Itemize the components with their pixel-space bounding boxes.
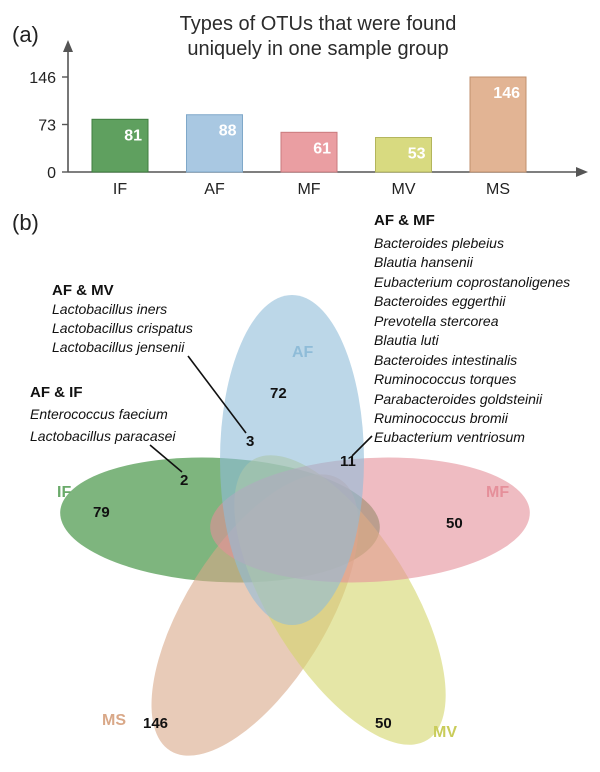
bar-value-labels: 81 88 61 53 146 xyxy=(124,85,520,163)
venn-label-mf: MF xyxy=(486,484,509,501)
category-label: MF xyxy=(297,181,320,198)
category-label: IF xyxy=(113,181,127,198)
category-labels: IF AF MF MV MS xyxy=(113,181,510,198)
venn-label-ms: MS xyxy=(102,712,126,729)
annotation-af-mf: AF & MF Bacteroides plebeius Blautia han… xyxy=(374,212,570,445)
annotation-af-mf-item: Bacteroides intestinalis xyxy=(374,352,517,368)
bar-mf xyxy=(280,131,338,173)
leader-line-af-mf xyxy=(351,435,373,457)
category-label: AF xyxy=(204,181,225,198)
venn-count-af-mv: 3 xyxy=(246,433,254,450)
venn-diagram xyxy=(60,295,530,756)
annotation-af-if-title: AF & IF xyxy=(30,384,83,401)
venn-count-mf: 50 xyxy=(446,515,463,532)
annotation-af-mf-item: Eubacterium ventriosum xyxy=(374,429,525,445)
panel-a-label: (a) xyxy=(12,22,39,47)
leader-line-af-mv xyxy=(187,355,247,434)
annotation-af-mf-item: Prevotella stercorea xyxy=(374,313,499,329)
annotation-af-if: AF & IF Enterococcus faecium Lactobacill… xyxy=(30,384,176,444)
venn-label-mv: MV xyxy=(433,724,457,741)
annotation-af-mf-item: Ruminococcus bromii xyxy=(374,410,509,426)
annotation-af-mf-item: Ruminococcus torques xyxy=(374,371,516,387)
category-label: MS xyxy=(486,181,510,198)
annotation-af-mf-item: Parabacteroides goldsteinii xyxy=(374,391,543,407)
annotation-af-if-item: Enterococcus faecium xyxy=(30,406,168,422)
venn-count-af: 72 xyxy=(270,385,287,402)
bar-value-label: 88 xyxy=(219,123,237,140)
annotation-af-mf-item: Bacteroides plebeius xyxy=(374,235,504,251)
y-tick-label: 146 xyxy=(29,70,56,87)
annotation-af-mv-item: Lactobacillus crispatus xyxy=(52,320,193,336)
x-axis-arrow xyxy=(576,167,588,177)
y-ticks: 0 73 146 xyxy=(29,70,68,182)
bar-value-label: 61 xyxy=(313,140,331,157)
leader-line-af-if xyxy=(149,444,183,473)
y-tick-label: 73 xyxy=(38,118,56,135)
bar-mv xyxy=(375,137,432,173)
venn-count-af-if: 2 xyxy=(180,472,188,489)
bar-value-label: 53 xyxy=(408,146,426,163)
panel-b-label: (b) xyxy=(12,210,39,235)
bar-if xyxy=(91,118,149,173)
chart-title-line-2: uniquely in one sample group xyxy=(187,38,448,60)
venn-count-if: 79 xyxy=(93,504,110,521)
bar-af xyxy=(186,114,243,173)
chart-title-line-1: Types of OTUs that were found xyxy=(180,13,457,35)
bar-value-label: 146 xyxy=(493,85,520,102)
annotation-af-mf-item: Blautia luti xyxy=(374,332,439,348)
venn-label-af: AF xyxy=(292,344,314,361)
bar-value-label: 81 xyxy=(124,127,142,144)
venn-ellipse-af xyxy=(220,295,364,625)
annotation-af-mf-item: Eubacterium coprostanoligenes xyxy=(374,274,570,290)
annotation-af-mv-item: Lactobacillus jensenii xyxy=(52,339,185,355)
annotation-af-mf-item: Blautia hansenii xyxy=(374,254,474,270)
annotation-af-mv-item: Lactobacillus iners xyxy=(52,301,167,317)
annotation-af-mv: AF & MV Lactobacillus iners Lactobacillu… xyxy=(52,282,193,355)
y-axis-arrow xyxy=(63,40,73,52)
venn-label-if: IF xyxy=(57,484,71,501)
annotation-af-mf-item: Bacteroides eggerthii xyxy=(374,293,506,309)
bars xyxy=(91,76,527,173)
bar-ms xyxy=(469,76,527,173)
venn-count-mv: 50 xyxy=(375,715,392,732)
annotation-af-mv-title: AF & MV xyxy=(52,282,114,299)
category-label: MV xyxy=(392,181,416,198)
annotation-af-if-item: Lactobacillus paracasei xyxy=(30,428,176,444)
annotation-af-mf-title: AF & MF xyxy=(374,212,435,229)
venn-count-ms: 146 xyxy=(143,715,168,732)
venn-count-af-mf: 11 xyxy=(340,453,356,470)
y-tick-label: 0 xyxy=(47,165,56,182)
